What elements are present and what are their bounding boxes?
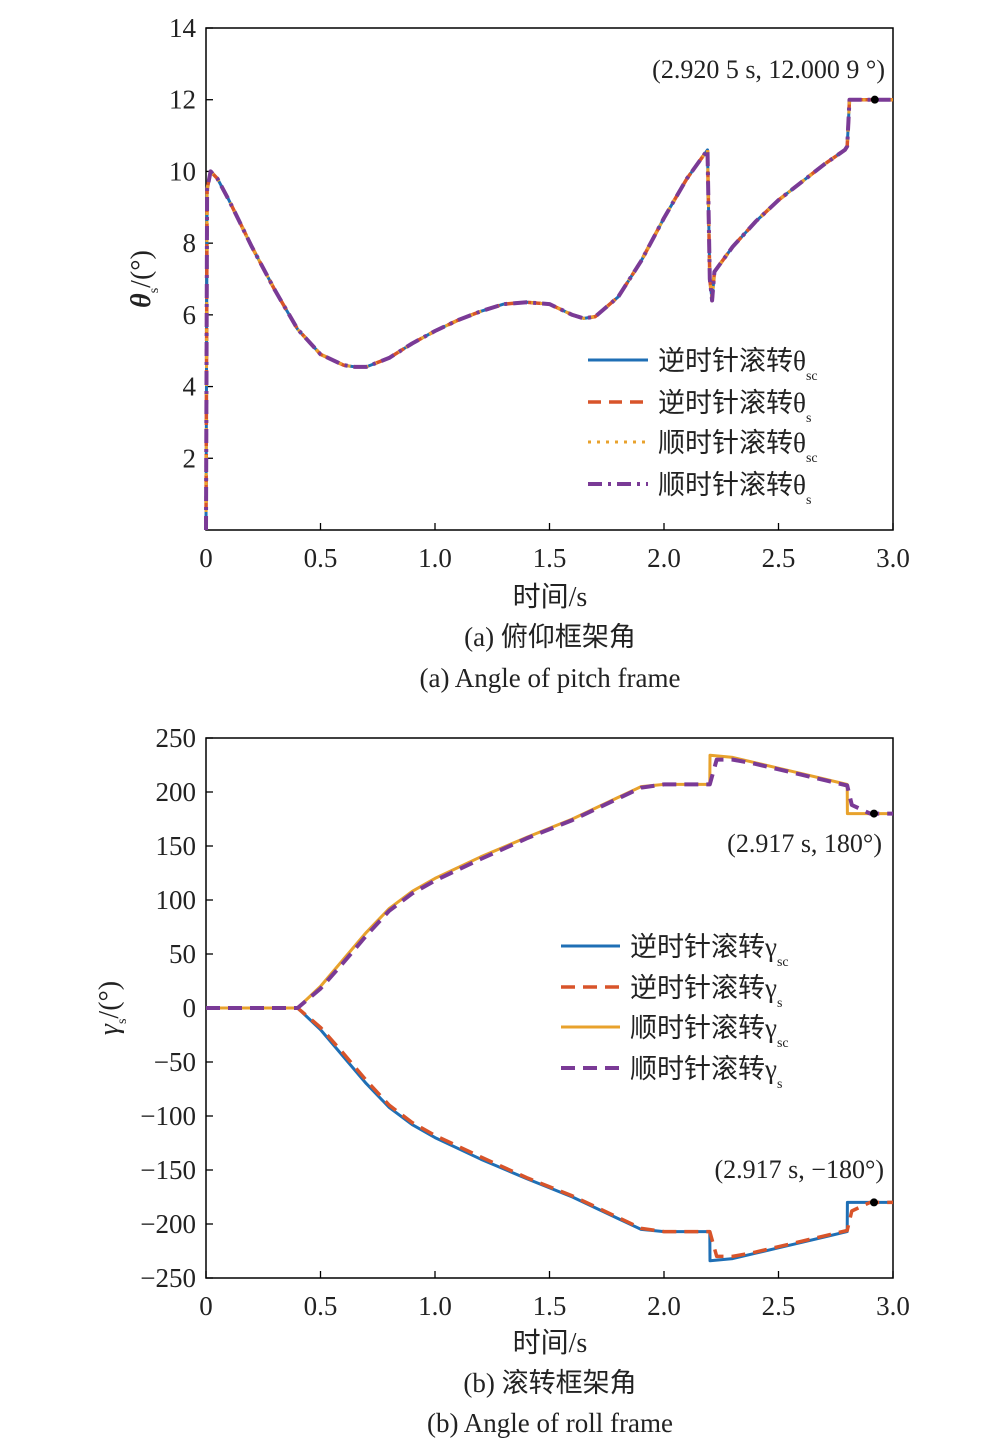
chart-a-y-tick-label: 4: [183, 372, 197, 402]
chart-a-annotation-marker: [871, 96, 879, 104]
chart-a-legend-label: 逆时针滚转θsc: [658, 346, 818, 384]
chart-a-legend-label: 顺时针滚转θsc: [658, 428, 818, 466]
chart-b: 0 0.5 1.0 1.5 2.0 2.5 3.0 −250 −200 −150 −100 −50 0…: [94, 723, 910, 1438]
chart-a-x-tick-label: 0.5: [304, 543, 338, 573]
chart-b-plot-frame: [206, 738, 893, 1278]
chart-b-caption-en: (b) Angle of roll frame: [427, 1408, 673, 1438]
chart-a-series-line-3: [206, 100, 893, 530]
chart-b-y-tick-label: 0: [183, 993, 197, 1023]
chart-b-y-tick-label: 200: [156, 777, 197, 807]
chart-a-legend-entry: 逆时针滚转θsc: [588, 346, 818, 384]
chart-b-legend-label: 逆时针滚转γs: [630, 973, 782, 1011]
chart-b-annotation-marker: [870, 810, 878, 818]
chart-a-y-axis-label: θs/(°): [126, 250, 162, 308]
chart-b-y-tick-label: −150: [140, 1155, 196, 1185]
chart-b-x-tick-label: 1.5: [533, 1291, 567, 1321]
chart-b-legend-label: 顺时针滚转γs: [630, 1054, 782, 1092]
chart-b-y-tick-label: 150: [156, 831, 197, 861]
chart-a-legend-entry: 顺时针滚转θs: [588, 470, 811, 508]
chart-b-legend-label: 顺时针滚转γsc: [630, 1013, 789, 1051]
chart-a-legend-entry: 顺时针滚转θsc: [588, 428, 818, 466]
chart-a-series-line-1: [206, 100, 893, 530]
chart-a-x-tick-label: 1.5: [533, 543, 567, 573]
chart-a-legend: 逆时针滚转θsc 逆时针滚转θs 顺时针滚转θsc 顺时针滚转θs: [588, 346, 818, 508]
chart-a-caption-zh: (a) 俯仰框架角: [464, 622, 636, 652]
chart-b-legend-entry: 逆时针滚转γs: [561, 973, 782, 1011]
chart-b-series-line-2: [206, 755, 893, 1008]
chart-b-y-tick-label: −50: [154, 1047, 196, 1077]
chart-b-annotation-marker: [870, 1198, 878, 1206]
chart-a-y-tick-label: 14: [169, 13, 197, 43]
chart-a-y-tick-label: 10: [169, 156, 196, 186]
chart-b-y-tick-label: −200: [140, 1209, 196, 1239]
chart-a-legend-entry: 逆时针滚转θs: [588, 388, 811, 426]
chart-b-series-line-0: [206, 1008, 893, 1261]
chart-b-y-axis: −250 −200 −150 −100 −50 0 50 100 150 200 250: [140, 723, 213, 1293]
chart-b-caption-zh: (b) 滚转框架角: [463, 1368, 636, 1398]
chart-a-x-tick-label: 1.0: [418, 543, 452, 573]
chart-b-legend-entry: 顺时针滚转γs: [561, 1054, 782, 1092]
chart-b-x-tick-label: 0.5: [304, 1291, 338, 1321]
chart-a-caption-en: (a) Angle of pitch frame: [420, 663, 681, 693]
chart-b-series-line-1: [206, 1008, 893, 1256]
chart-a-legend-label: 逆时针滚转θs: [658, 388, 811, 426]
chart-a-x-tick-label: 0: [199, 543, 213, 573]
chart-a-y-tick-label: 6: [183, 300, 197, 330]
chart-a-x-tick-label: 2.5: [762, 543, 796, 573]
chart-b-legend-label: 逆时针滚转γsc: [630, 932, 789, 970]
chart-b-x-tick-label: 2.5: [762, 1291, 796, 1321]
chart-a-x-tick-label: 3.0: [876, 543, 910, 573]
chart-b-x-tick-label: 3.0: [876, 1291, 910, 1321]
chart-a: 0 0.5 1.0 1.5 2.0 2.5 3.0 2 4 6 8 10 12 14 (2.920 5 …: [126, 13, 910, 693]
chart-b-y-tick-label: −250: [140, 1263, 196, 1293]
chart-b-x-tick-label: 0: [199, 1291, 213, 1321]
chart-b-legend: 逆时针滚转γsc 逆时针滚转γs 顺时针滚转γsc 顺时针滚转γs: [561, 932, 789, 1092]
chart-b-y-tick-label: 250: [156, 723, 197, 753]
chart-b-y-tick-label: 50: [169, 939, 196, 969]
chart-b-x-tick-label: 2.0: [647, 1291, 681, 1321]
chart-b-annotation-lower: (2.917 s, −180°): [715, 1155, 885, 1184]
chart-a-series-line-2: [206, 100, 893, 530]
chart-b-x-tick-label: 1.0: [418, 1291, 452, 1321]
chart-b-y-axis-label: γs/(°): [94, 981, 130, 1035]
chart-a-series-line-0: [206, 100, 893, 530]
chart-b-x-axis-label: 时间/s: [513, 1327, 588, 1359]
chart-b-legend-entry: 顺时针滚转γsc: [561, 1013, 789, 1051]
chart-b-legend-entry: 逆时针滚转γsc: [561, 932, 789, 970]
chart-a-x-axis-label: 时间/s: [513, 581, 588, 613]
chart-b-y-tick-label: 100: [156, 885, 197, 915]
chart-a-y-tick-label: 8: [183, 228, 197, 258]
chart-a-x-tick-label: 2.0: [647, 543, 681, 573]
chart-b-series-line-3: [206, 760, 893, 1008]
chart-a-annotation: (2.920 5 s, 12.000 9 °): [652, 55, 885, 84]
chart-b-y-tick-label: −100: [140, 1101, 196, 1131]
chart-a-y-tick-label: 12: [169, 85, 196, 115]
chart-a-legend-label: 顺时针滚转θs: [658, 470, 811, 508]
chart-a-series-lines: [206, 100, 893, 530]
chart-a-y-tick-label: 2: [183, 443, 197, 473]
chart-b-annotation-upper: (2.917 s, 180°): [727, 829, 882, 858]
